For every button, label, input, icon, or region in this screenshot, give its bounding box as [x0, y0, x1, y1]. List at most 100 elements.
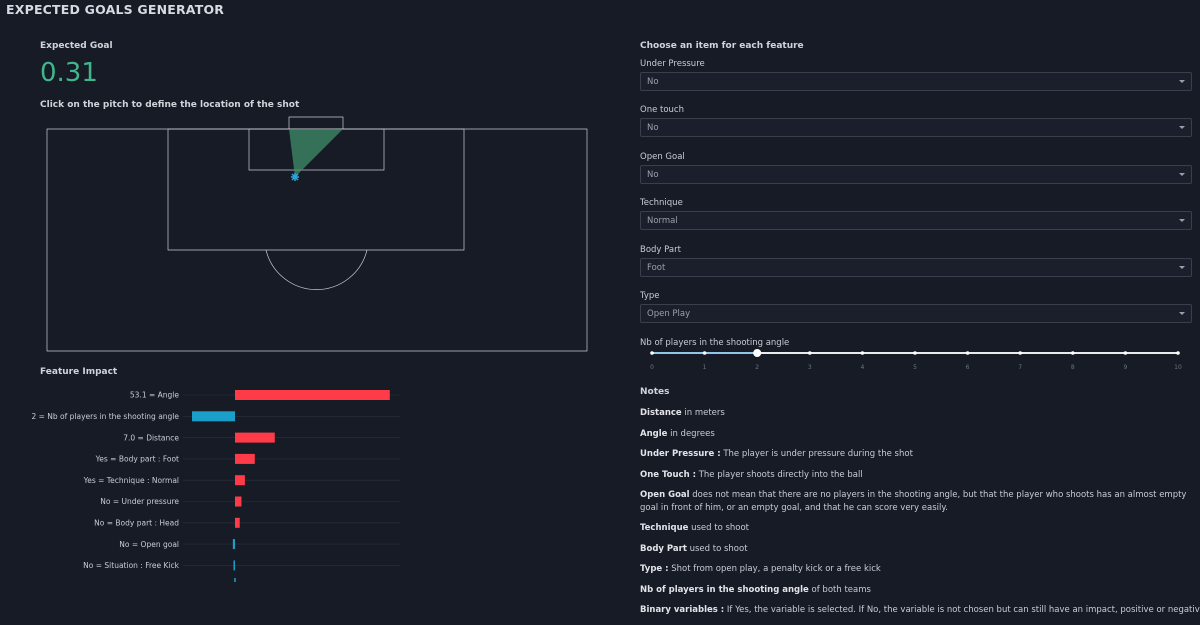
one-touch-value: No — [647, 123, 659, 133]
type-select[interactable]: Open Play — [640, 304, 1192, 323]
type-field: Type Open Play — [640, 291, 1192, 323]
slider-handle[interactable] — [753, 349, 762, 357]
open-goal-value: No — [647, 170, 659, 180]
open-goal-label: Open Goal — [640, 152, 685, 162]
open-goal-select[interactable]: No — [640, 165, 1192, 184]
chevron-down-icon — [1179, 80, 1185, 83]
under-pressure-label: Under Pressure — [640, 59, 705, 69]
chart-bar — [232, 539, 235, 550]
note-body-part: Body Part used to shoot — [640, 543, 748, 554]
under-pressure-field: Under Pressure No — [640, 59, 1192, 91]
shot-location-marker[interactable] — [291, 173, 299, 181]
technique-label: Technique — [640, 198, 683, 208]
chart-category-label: No = Situation : Free Kick — [83, 561, 179, 570]
slider-tick[interactable] — [1071, 351, 1075, 355]
pitch[interactable] — [40, 115, 590, 359]
note-type: Type : Shot from open play, a penalty ki… — [640, 564, 881, 574]
players-slider-field: Nb of players in the shooting angle 0 1 2 3… — [640, 338, 1192, 378]
chevron-down-icon — [1179, 126, 1185, 129]
note-one-touch: One Touch : The player shoots directly i… — [640, 469, 863, 480]
slider-tick-label: 0 — [650, 364, 654, 371]
feature-impact-chart: 53.1 = Angle 2 = Nb of players in the sho… — [31, 390, 400, 582]
chevron-down-icon — [1179, 266, 1185, 269]
technique-select[interactable]: Normal — [640, 211, 1192, 230]
chevron-down-icon — [1179, 219, 1185, 222]
body-part-value: Foot — [647, 263, 666, 273]
pitch-outline — [47, 129, 587, 351]
right-panel: Choose an item for each feature Under Pr… — [640, 0, 1200, 615]
xg-title: Expected Goal — [40, 41, 113, 51]
open-goal-field: Open Goal No — [640, 152, 1192, 184]
slider-tick-label: 3 — [808, 364, 812, 371]
chart-bar — [233, 560, 235, 571]
slider-tick-label: 8 — [1071, 364, 1075, 371]
slider-tick[interactable] — [1123, 351, 1128, 355]
chevron-down-icon — [1179, 173, 1185, 176]
chart-category-label: No = Body part : Head — [94, 519, 179, 528]
penalty-arc — [266, 250, 367, 290]
chart-category-label: Yes = Body part : Foot — [95, 455, 179, 464]
type-value: Open Play — [647, 309, 691, 319]
chart-category-label: No = Open goal — [119, 540, 179, 549]
players-slider[interactable]: 0 1 2 3 4 5 6 7 8 9 10 — [640, 348, 1192, 378]
one-touch-label: One touch — [640, 105, 684, 115]
notes-title: Notes — [640, 387, 670, 397]
chart-category-label: 2 = Nb of players in the shooting angle — [31, 412, 179, 421]
note-open-goal: Open Goal does not mean that there are n… — [640, 490, 1187, 513]
chart-bar — [192, 411, 235, 422]
slider-tick-label: 4 — [860, 364, 864, 371]
note-distance: Distance in meters — [640, 408, 725, 418]
body-part-select[interactable]: Foot — [640, 258, 1192, 277]
chart-bar — [235, 453, 255, 464]
one-touch-select[interactable]: No — [640, 118, 1192, 137]
slider-tick-label: 7 — [1018, 364, 1022, 371]
note-technique: Technique used to shoot — [640, 523, 750, 533]
slider-tick-label: 10 — [1174, 364, 1182, 371]
pitch-instruction: Click on the pitch to define the locatio… — [40, 100, 300, 110]
chart-bar — [235, 475, 245, 486]
feature-impact-title: Feature Impact — [40, 367, 118, 377]
chart-category-label: 7.0 = Distance — [123, 433, 179, 442]
slider-tick[interactable] — [702, 351, 707, 355]
body-part-label: Body Part — [640, 245, 681, 255]
note-under-pressure: Under Pressure : The player is under pre… — [640, 449, 913, 459]
app-title: EXPECTED GOALS GENERATOR — [6, 2, 225, 17]
slider-tick-label: 9 — [1123, 364, 1127, 371]
slider-tick-label: 2 — [755, 364, 759, 371]
pitch-svg[interactable] — [40, 115, 590, 355]
slider-tick[interactable] — [860, 351, 865, 355]
shooting-angle-cone — [289, 129, 343, 177]
notes-section: Notes Distance in meters Angle in degree… — [640, 387, 1200, 625]
goal — [289, 117, 343, 129]
technique-value: Normal — [647, 216, 678, 226]
chevron-down-icon — [1179, 312, 1185, 315]
note-players: Nb of players in the shooting angle of b… — [640, 584, 871, 595]
note-binary: Binary variables : If Yes, the variable … — [640, 605, 1200, 615]
slider-tick[interactable] — [1176, 351, 1180, 355]
chart-category-label: 53.1 = Angle — [130, 391, 179, 400]
xg-value: 0.31 — [40, 58, 98, 88]
one-touch-field: One touch No — [640, 105, 1192, 137]
slider-tick[interactable] — [808, 351, 812, 355]
technique-field: Technique Normal — [640, 198, 1192, 230]
chart-bar — [235, 517, 240, 528]
body-part-field: Body Part Foot — [640, 245, 1192, 277]
chart-category-label: No = Under pressure — [100, 497, 179, 506]
chart-category-label: Yes = Technique : Normal — [83, 476, 179, 485]
left-panel: Expected Goal 0.31 Click on the pitch to… — [0, 0, 600, 582]
slider-tick[interactable] — [1018, 351, 1022, 355]
under-pressure-select[interactable]: No — [640, 72, 1192, 91]
note-angle: Angle in degrees — [640, 428, 715, 439]
slider-tick[interactable] — [965, 351, 970, 355]
slider-tick-label: 1 — [703, 364, 707, 371]
type-label: Type — [640, 291, 660, 301]
slider-tick-label: 6 — [966, 364, 970, 371]
slider-tick[interactable] — [650, 351, 654, 355]
under-pressure-value: No — [647, 77, 659, 87]
chart-bar — [235, 496, 242, 507]
features-title: Choose an item for each feature — [640, 41, 804, 51]
players-slider-label: Nb of players in the shooting angle — [640, 338, 790, 348]
slider-tick[interactable] — [913, 351, 917, 355]
chart-bar — [235, 432, 275, 443]
chart-bar — [235, 390, 390, 400]
